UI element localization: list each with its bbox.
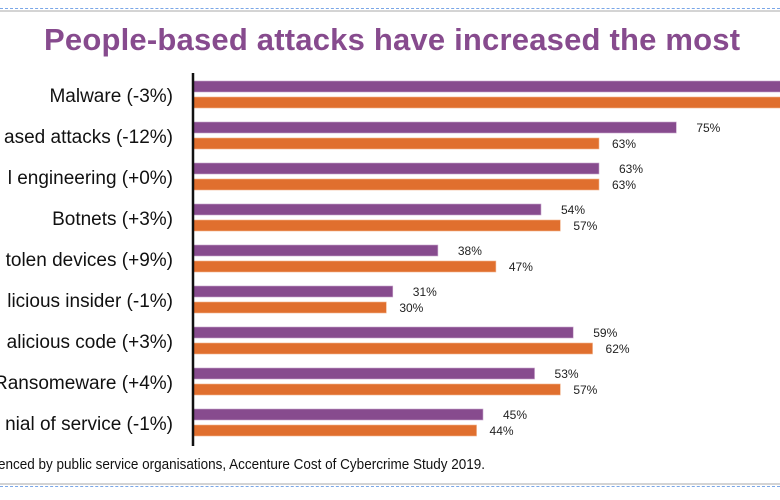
bar-series2 [192,96,780,109]
bar-series1 [192,367,535,380]
bar-series1 [192,285,394,298]
category-label: nial of service (-1%) [5,414,173,435]
value-label: 47% [509,260,533,274]
bar-series1 [192,121,677,134]
value-label: 53% [555,367,579,381]
bottom-dashed-border [0,486,780,487]
top-dashed-border [0,8,780,9]
bar-series2 [192,424,477,437]
value-label: 44% [490,424,514,438]
category-label: licious insider (-1%) [7,291,173,312]
bar-series2 [192,383,561,396]
value-label: 57% [573,219,597,233]
bottom-rule [0,483,780,485]
value-label: 63% [612,137,636,151]
bar-series2 [192,260,497,273]
bar-series1 [192,203,542,216]
category-label: Malware (-3%) [49,86,173,107]
bar-series1 [192,326,574,339]
bar-series2 [192,301,387,314]
value-label: 57% [573,383,597,397]
category-label: ased attacks (-12%) [4,127,173,148]
chart-title: People-based attacks have increased the … [44,22,741,57]
source-footnote: enced by public service organisations, A… [0,456,486,473]
value-label: 63% [612,178,636,192]
bar-series1 [192,162,600,175]
category-label: Ransomeware (+4%) [0,373,173,394]
value-label: 54% [561,203,585,217]
bar-series1 [192,80,780,93]
category-label: tolen devices (+9%) [6,250,173,271]
category-label: Botnets (+3%) [52,209,173,230]
value-label: 45% [503,408,527,422]
bar-series1 [192,408,484,421]
value-label: 38% [458,244,482,258]
value-label: 62% [606,342,630,356]
value-label: 30% [399,301,423,315]
category-label: alicious code (+3%) [7,332,173,353]
value-label: 63% [619,162,643,176]
category-label: l engineering (+0%) [8,168,173,189]
bar-series2 [192,219,561,232]
bar-series2 [192,342,593,355]
bar-series1 [192,244,439,257]
value-label: 59% [593,326,617,340]
top-rule [0,10,780,12]
bar-series2 [192,178,600,191]
bar-series2 [192,137,600,150]
value-label: 31% [413,285,437,299]
value-label: 75% [696,121,720,135]
